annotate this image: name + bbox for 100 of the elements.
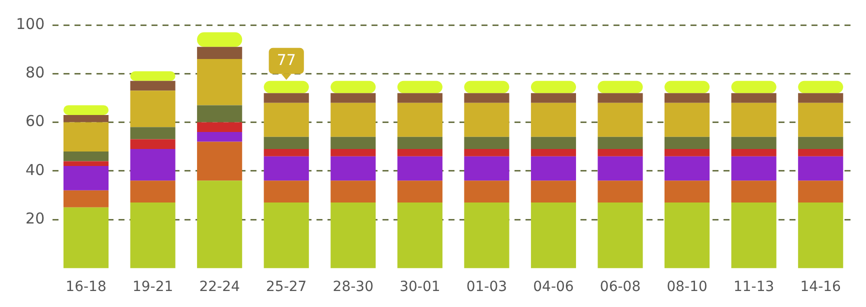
bar [397,136,442,150]
bar [798,149,844,156]
bar [731,156,776,181]
bar [130,80,176,91]
bar [598,202,643,268]
bar [798,102,844,137]
bar [264,156,309,181]
x-tick-label: 16-18 [66,279,106,296]
bar [464,80,510,94]
bar [63,166,109,190]
x-tick-label: 08-10 [666,279,708,296]
y-tick-label: 60 [26,112,45,130]
bar [197,132,242,142]
x-tick-label: 25-27 [266,279,307,296]
bar [330,93,376,103]
bar [598,80,643,94]
bar [330,156,376,181]
bar [464,156,510,181]
bar [63,207,109,268]
y-tick-label: 80 [26,64,45,82]
bar [130,180,176,203]
bar [397,102,442,137]
bar [731,202,776,268]
bar [264,136,309,150]
bar [598,93,643,103]
bar [264,180,309,203]
bar [397,180,442,203]
bar [530,202,576,268]
x-tick-label: 22-24 [199,279,240,296]
bar [530,136,576,150]
bar [664,102,710,137]
bar [598,136,643,150]
bar [197,46,242,60]
bar [63,190,109,208]
bar [397,202,442,268]
x-tick-label: 28-30 [332,279,374,296]
bar [731,180,776,203]
bar [731,136,776,150]
y-tick-label: 40 [26,160,45,179]
bar [264,93,309,103]
bar [397,149,442,156]
bar [130,202,176,268]
bar [598,180,643,203]
bar [464,93,510,103]
bar [130,139,176,150]
bar [63,105,109,115]
x-tick-label: 14-16 [800,279,842,296]
bar [63,122,109,152]
bar [264,149,309,156]
bar [530,156,576,181]
bar [264,80,309,94]
bar [330,136,376,150]
bar [798,80,844,94]
bar [731,102,776,137]
bar [197,180,242,268]
x-tick-label: 06-08 [600,279,641,296]
bar [798,136,844,150]
bar [330,180,376,203]
bar [330,149,376,156]
y-tick-label: 100 [16,14,45,33]
bar [264,102,309,137]
bar [731,149,776,156]
bar [464,102,510,137]
bar [197,59,242,106]
x-tick-label: 19-21 [132,279,174,296]
bar [664,202,710,268]
bar [598,156,643,181]
bar [63,151,109,162]
bar [464,202,510,268]
bar [130,90,176,128]
bar [664,80,710,94]
bar [530,149,576,156]
bar [731,80,776,94]
bar [731,93,776,103]
bar [197,32,242,47]
bar [464,136,510,150]
x-tick-label: 11-13 [733,279,774,296]
bar [664,156,710,181]
annotation: 77 [276,50,296,69]
bar [197,142,242,181]
bar [530,180,576,203]
bar [330,80,376,94]
bar [664,180,710,203]
bar [330,202,376,268]
bar [130,71,176,81]
bar [330,102,376,137]
bar [464,180,510,203]
x-tick-label: 30-01 [400,279,440,296]
bar [530,80,576,94]
bar [63,161,109,166]
bar [530,102,576,137]
bar [798,180,844,203]
bar [464,149,510,156]
bar [798,156,844,181]
bar [397,80,442,94]
bar [598,149,643,156]
bar [397,93,442,103]
bar [664,93,710,103]
bar [264,202,309,268]
bar [798,202,844,268]
